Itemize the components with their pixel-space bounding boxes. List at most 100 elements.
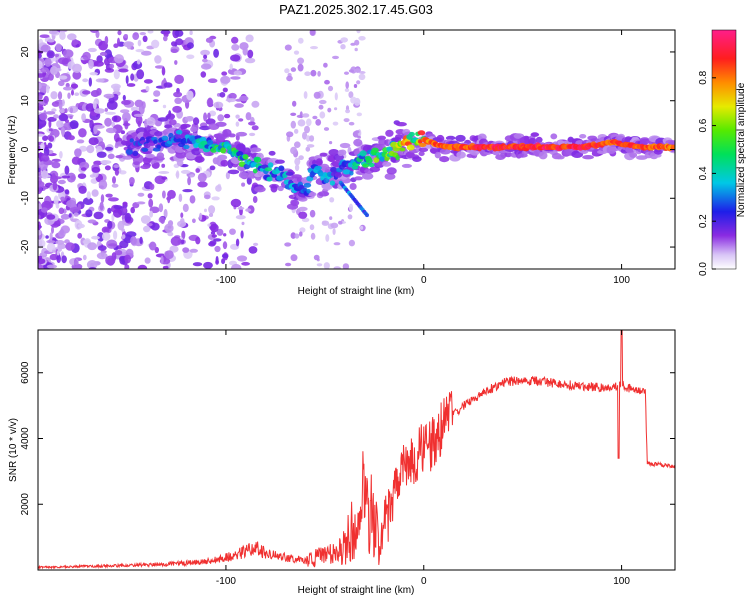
spectrogram-cell bbox=[309, 224, 315, 231]
spectrogram-cell bbox=[231, 44, 240, 51]
spectrogram-cell bbox=[88, 137, 99, 146]
spectrogram-cell bbox=[62, 86, 73, 91]
spectrogram-cell bbox=[38, 229, 42, 236]
spectrogram-cell bbox=[348, 69, 355, 73]
spectrogram-cell bbox=[246, 176, 252, 185]
spectrogram-cell bbox=[271, 173, 278, 178]
spectrogram-cell bbox=[174, 97, 183, 105]
spectrogram-cell bbox=[125, 148, 133, 155]
spectrogram-cell bbox=[133, 113, 144, 117]
spectrogram-cell bbox=[163, 82, 173, 88]
spectrogram-cell bbox=[71, 38, 78, 46]
spectrogram-cell bbox=[167, 194, 171, 204]
spectrogram-cell bbox=[67, 135, 75, 141]
spectrogram-cell bbox=[347, 214, 353, 220]
spectrogram-cell bbox=[59, 31, 66, 40]
spectrogram-cell bbox=[266, 176, 273, 182]
spectrogram-cell bbox=[329, 197, 335, 203]
spectrogram-cell bbox=[42, 135, 48, 141]
spectrogram-cell bbox=[323, 62, 328, 68]
spectrogram-cell bbox=[161, 176, 168, 180]
spectrogram-cell bbox=[277, 185, 284, 192]
spectrogram-cell bbox=[186, 42, 194, 49]
y-tick-label: 10 bbox=[20, 95, 31, 107]
spectrogram-cell bbox=[60, 213, 70, 220]
colorbar-gradient bbox=[711, 29, 737, 270]
spectrogram-cell bbox=[342, 263, 350, 269]
spectrogram-cell bbox=[124, 212, 132, 223]
spectrogram-cell bbox=[136, 201, 146, 205]
spectrogram-cell bbox=[41, 207, 48, 213]
spectrogram-cell bbox=[122, 122, 131, 127]
spectrogram-cell bbox=[286, 131, 294, 138]
spectrogram-cell bbox=[319, 152, 328, 157]
spectrogram-cell bbox=[184, 116, 194, 122]
spectrogram-cell bbox=[215, 121, 227, 127]
spectrogram-cell bbox=[302, 113, 310, 118]
spectrogram-cell bbox=[204, 208, 207, 213]
spectrogram-cell bbox=[99, 51, 108, 56]
spectrogram-cell bbox=[333, 242, 341, 246]
spectrogram-cell bbox=[251, 100, 260, 108]
spectrogram-cell bbox=[69, 120, 79, 129]
spectrogram-cell bbox=[357, 135, 361, 139]
spectrogram-cell bbox=[154, 131, 163, 137]
spectrogram-cell bbox=[305, 135, 311, 142]
spectrogram-cell bbox=[38, 133, 45, 137]
spectrogram-cell bbox=[100, 160, 112, 165]
spectrogram-cell bbox=[386, 146, 393, 152]
spectrogram-cell bbox=[67, 92, 71, 99]
spectrogram-cell bbox=[114, 250, 123, 256]
spectrogram-cell bbox=[117, 30, 122, 36]
spectrogram-cell bbox=[138, 105, 145, 115]
spectrogram-cell bbox=[359, 150, 367, 157]
y-tick-label: 2000 bbox=[20, 493, 31, 516]
spectrogram-cell bbox=[102, 232, 111, 241]
spectrogram-cell bbox=[92, 100, 97, 110]
colorbar-tick-label: 0.2 bbox=[698, 214, 709, 228]
spectrogram-cell bbox=[303, 91, 308, 99]
spectrogram-cell bbox=[107, 207, 112, 214]
spectrogram-cell bbox=[117, 220, 125, 231]
spectrogram-cell bbox=[106, 100, 118, 110]
spectrogram-cell bbox=[535, 136, 543, 143]
x-tick-label: 100 bbox=[613, 275, 630, 286]
spectrogram-cell bbox=[330, 222, 339, 229]
spectrogram-cell bbox=[64, 165, 70, 175]
spectrogram-cell bbox=[182, 189, 193, 193]
spectrogram-cell bbox=[235, 121, 240, 127]
spectrogram-cell bbox=[182, 247, 190, 253]
spectrogram-cell bbox=[249, 132, 256, 137]
y-tick-label: 20 bbox=[20, 46, 31, 58]
spectrogram-cell bbox=[58, 80, 65, 87]
spectrogram-cell bbox=[129, 138, 134, 143]
spectrogram-cell bbox=[308, 192, 317, 197]
snr-frame bbox=[37, 329, 676, 571]
spectrogram-cell bbox=[182, 203, 189, 213]
spectrogram-cell bbox=[72, 63, 82, 73]
spectrogram-cell bbox=[180, 212, 184, 218]
spectrogram-cell bbox=[51, 101, 60, 107]
spectrogram-cell bbox=[137, 264, 148, 269]
spectrogram-cell bbox=[139, 236, 143, 244]
spectrogram-cells bbox=[38, 30, 675, 269]
spectrogram-cell bbox=[207, 78, 218, 83]
spectrogram-cell bbox=[58, 57, 69, 65]
spectrogram-cell bbox=[72, 70, 82, 80]
spectrogram-cell bbox=[337, 149, 344, 157]
spectrogram-cell bbox=[114, 54, 124, 64]
spectrogram-cell bbox=[214, 245, 221, 253]
spectrogram-cell bbox=[205, 118, 216, 125]
spectrogram-cell bbox=[180, 124, 188, 130]
spectrogram-cell bbox=[71, 156, 81, 165]
spectrogram-cell bbox=[77, 223, 85, 229]
spectrogram-cell bbox=[105, 127, 117, 134]
spectrogram-cell bbox=[358, 73, 366, 81]
spectrogram-cell bbox=[38, 167, 41, 173]
spectrogram-cell bbox=[305, 146, 311, 152]
spectrogram-cell bbox=[406, 144, 415, 151]
spectrogram-cell bbox=[107, 153, 115, 160]
spectrogram-cell bbox=[101, 226, 110, 234]
spectrogram-cell bbox=[247, 37, 252, 42]
spectrogram-cell bbox=[192, 218, 196, 224]
